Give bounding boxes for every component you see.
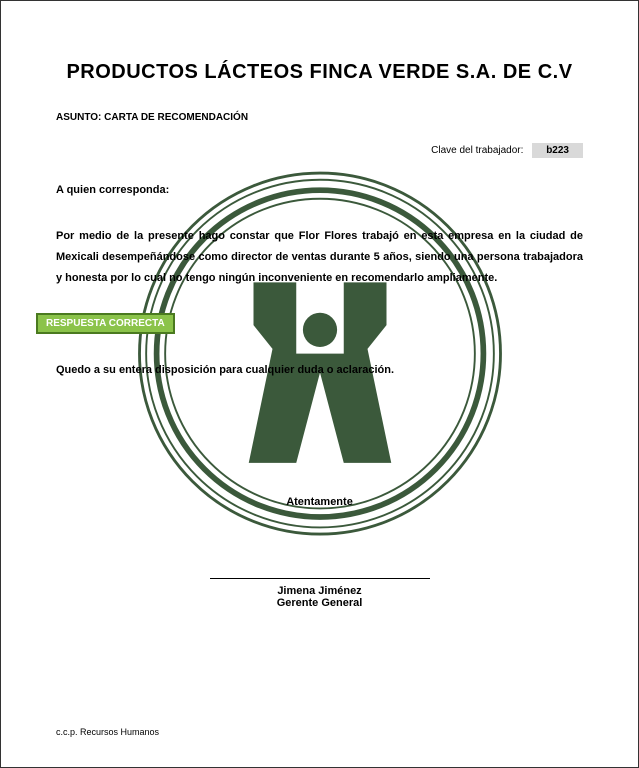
atentamente: Atentamente <box>56 496 583 508</box>
correct-answer-badge: RESPUESTA CORRECTA <box>36 313 175 334</box>
signature-line <box>210 578 430 579</box>
clave-label: Clave del trabajador: <box>431 145 523 156</box>
clave-row: Clave del trabajador: b223 <box>56 143 583 158</box>
ccp-line: c.c.p. Recursos Humanos <box>56 727 159 737</box>
signature-role: Gerente General <box>56 597 583 609</box>
body-paragraph: Por medio de la presente hago constar qu… <box>56 226 583 289</box>
company-title: PRODUCTOS LÁCTEOS FINCA VERDE S.A. DE C.… <box>56 61 583 84</box>
document-content: PRODUCTOS LÁCTEOS FINCA VERDE S.A. DE C.… <box>56 61 583 609</box>
asunto-line: ASUNTO: CARTA DE RECOMENDACIÓN <box>56 112 583 123</box>
signature-name: Jimena Jiménez <box>56 585 583 597</box>
asunto-label: ASUNTO: <box>56 112 101 123</box>
asunto-value: CARTA DE RECOMENDACIÓN <box>104 112 248 123</box>
disposition-line: Quedo a su entera disposición para cualq… <box>56 364 583 376</box>
document-page: PRODUCTOS LÁCTEOS FINCA VERDE S.A. DE C.… <box>0 0 639 768</box>
clave-value: b223 <box>532 143 583 158</box>
salutation: A quien corresponda: <box>56 184 583 196</box>
